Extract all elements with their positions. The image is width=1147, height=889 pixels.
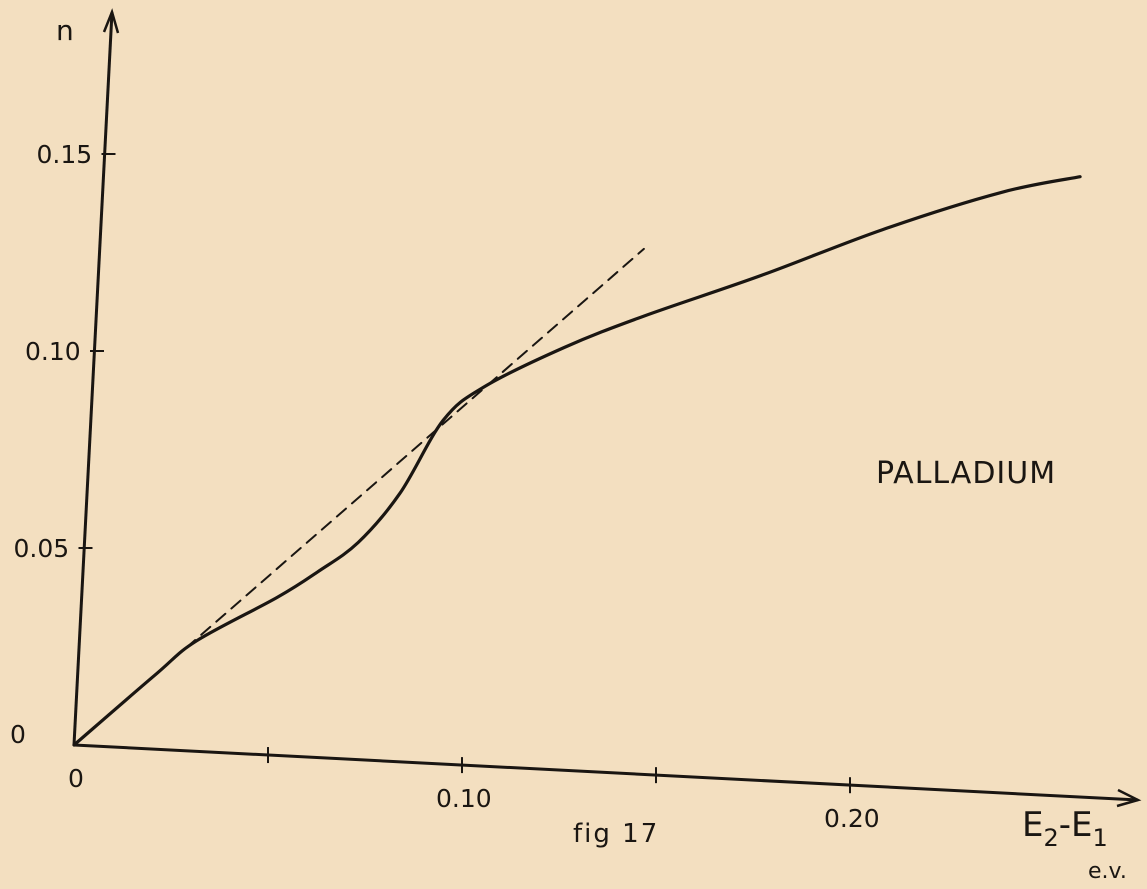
x-axis-label: E2-E1 bbox=[1022, 805, 1108, 852]
x-axis-arrow bbox=[1116, 788, 1142, 808]
annotation-label: PALLADIUM bbox=[876, 456, 1056, 491]
y-tick-label: 0.10 bbox=[25, 337, 81, 366]
labels: n PALLADIUM fig 17 E2-E1 e.v. bbox=[56, 14, 1127, 884]
x-axis-label-main: E bbox=[1022, 805, 1043, 845]
x-axis-line bbox=[73, 743, 1139, 802]
y-axis-arrow bbox=[102, 8, 120, 34]
x-axis-label-sub1: 2 bbox=[1043, 824, 1058, 852]
x-axis-label-dash: -E bbox=[1059, 805, 1093, 845]
y-tick-label: 0.15 bbox=[37, 140, 93, 169]
tangent-line-dashed bbox=[155, 247, 645, 676]
y-tick-label: 0 bbox=[10, 720, 26, 749]
axes bbox=[72, 8, 1142, 808]
y-axis-label: n bbox=[56, 14, 74, 47]
series bbox=[72, 175, 1082, 747]
x-tick-label: 0 bbox=[68, 764, 84, 793]
y-tick-label: 0.05 bbox=[14, 534, 70, 563]
caption-label: fig 17 bbox=[573, 819, 659, 849]
x-tick-label: 0.20 bbox=[824, 804, 880, 833]
x-axis-unit: e.v. bbox=[1088, 859, 1127, 884]
x-axis-label-sub2: 1 bbox=[1093, 824, 1108, 852]
x-tick-label: 0.10 bbox=[436, 784, 492, 813]
ticks: 0 0.10 0.20 0 0.05 0.10 0.15 bbox=[10, 140, 880, 833]
y-axis-line bbox=[72, 11, 114, 746]
data-curve bbox=[72, 175, 1082, 747]
